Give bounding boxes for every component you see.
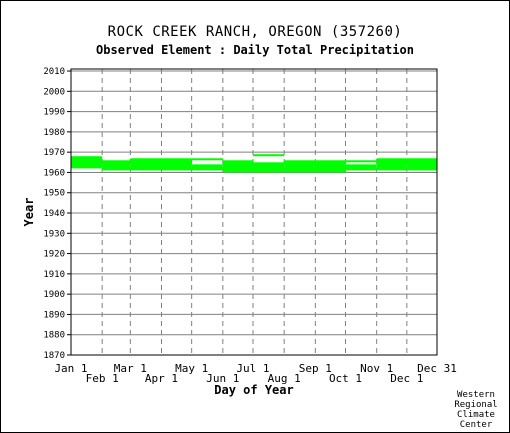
data-record [345,160,377,163]
credit-line: Center [459,420,493,430]
y-tick-label: 1900 [43,290,65,300]
x-tick-label: Jul 1 [236,362,269,375]
data-record [252,154,285,157]
x-tick-label: Sep 1 [299,362,332,375]
x-tick-label: Nov 1 [360,362,393,375]
data-record [284,160,346,173]
data-record [71,156,103,169]
chart-title: ROCK CREEK RANCH, OREGON (357260) [107,24,403,40]
credit-line: Western [457,390,495,400]
x-tick-label: Aug 1 [268,372,301,385]
x-tick-label: May 1 [175,362,208,375]
x-tick-label: Dec 31 [417,362,457,375]
data-record [130,158,192,171]
x-tick-label: Jun 1 [206,372,239,385]
x-tick-label: Oct 1 [329,372,362,385]
data-record [252,162,285,173]
x-tick-label: Mar 1 [114,362,147,375]
y-tick-label: 1890 [43,310,65,320]
y-tick-label: 1980 [43,128,65,138]
data-record [102,160,131,171]
y-tick-label: 2000 [43,87,65,97]
data-record [191,158,223,161]
x-tick-label: Apr 1 [145,372,178,385]
y-tick-label: 1910 [43,270,65,280]
y-axis-label: Year [22,198,36,227]
credit-line: Regional [454,400,498,410]
x-axis-label: Day of Year [214,383,293,397]
wrcc-credit: Western Regional Climate Center [446,390,506,430]
y-tick-label: 1920 [43,250,65,260]
y-tick-label: 1880 [43,331,65,341]
y-tick-label: 1960 [43,168,65,178]
data-record [191,164,223,171]
chart-subtitle: Observed Element : Daily Total Precipita… [96,43,414,57]
data-record [345,164,377,171]
data-record [406,158,437,171]
y-tick-label: 1940 [43,209,65,219]
plot-area-border [70,68,438,356]
y-tick-label: 2010 [43,67,65,77]
x-tick-label: Dec 1 [390,372,423,385]
credit-line: Climate [457,410,495,420]
data-record [222,160,253,173]
y-tick-label: 1930 [43,229,65,239]
data-record [376,158,407,171]
x-tick-label: Jan 1 [54,362,87,375]
y-tick-label: 1970 [43,148,65,158]
x-tick-label: Feb 1 [86,372,119,385]
y-tick-label: 1870 [43,351,65,361]
y-tick-label: 1950 [43,189,65,199]
y-tick-label: 1990 [43,108,65,118]
